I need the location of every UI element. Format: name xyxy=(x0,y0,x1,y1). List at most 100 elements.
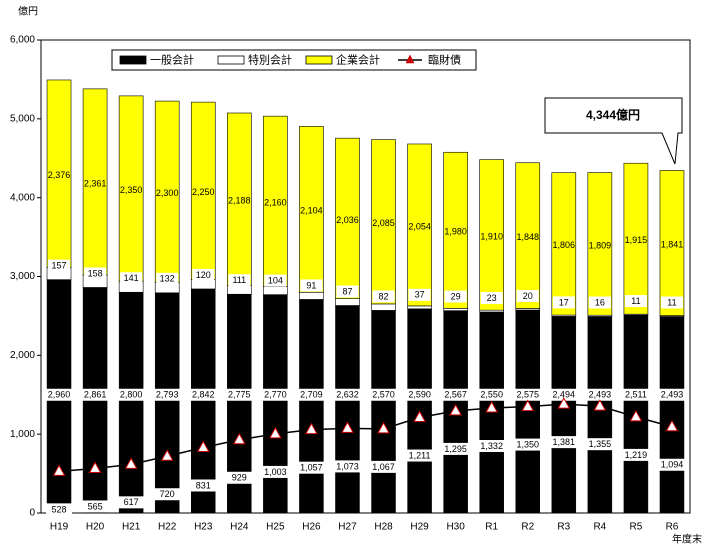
label-general-bg xyxy=(514,388,541,401)
label-general-bg xyxy=(550,388,577,401)
label-general-bg xyxy=(586,388,613,401)
label-general: 2,550 xyxy=(480,390,503,400)
marker-rinzai xyxy=(413,410,426,423)
label-special-bg xyxy=(300,279,323,292)
label-general: 2,800 xyxy=(120,390,143,400)
label-corporate: 1,809 xyxy=(589,240,612,250)
label-general-bg xyxy=(118,388,145,401)
label-rinzai: 528 xyxy=(52,504,67,514)
label-general: 2,493 xyxy=(661,390,684,400)
label-special: 111 xyxy=(232,275,246,285)
label-general: 2,575 xyxy=(516,390,539,400)
label-rinzai-bg xyxy=(82,500,109,513)
x-tick-label: H23 xyxy=(194,522,213,533)
label-special: 23 xyxy=(487,293,497,303)
x-tick-label: R2 xyxy=(521,522,534,533)
label-special-bg xyxy=(408,288,431,301)
label-rinzai: 1,067 xyxy=(372,462,395,472)
label-special: 91 xyxy=(306,280,316,290)
label-special: 11 xyxy=(631,296,640,306)
legend-swatch xyxy=(305,55,333,65)
label-corporate: 2,104 xyxy=(300,206,323,216)
label-general: 2,709 xyxy=(300,390,323,400)
label-special-bg xyxy=(120,272,143,285)
label-special: 132 xyxy=(160,274,175,284)
legend-marker-rinzai xyxy=(405,54,415,64)
label-special-bg xyxy=(228,274,251,287)
label-rinzai-bg xyxy=(478,439,505,452)
label-rinzai-bg xyxy=(298,461,325,474)
label-special-bg xyxy=(516,290,539,303)
bar-special xyxy=(407,305,432,310)
label-general-bg xyxy=(226,388,253,401)
label-general-bg xyxy=(442,388,469,401)
label-special: 20 xyxy=(523,291,533,301)
y-tick-label: 1,000 xyxy=(10,429,35,440)
legend-label: 特別会計 xyxy=(248,52,292,66)
label-special-bg xyxy=(156,272,179,285)
label-special: 157 xyxy=(52,261,67,271)
bar-corporate xyxy=(407,143,432,307)
label-special: 141 xyxy=(124,273,139,283)
bar-corporate xyxy=(263,115,288,287)
x-tick-label: H26 xyxy=(302,522,321,533)
bar-corporate xyxy=(479,159,504,311)
bar-general xyxy=(659,316,685,514)
label-special: 104 xyxy=(268,276,283,286)
y-tick-label: 6,000 xyxy=(10,35,35,46)
bar-general xyxy=(587,316,613,514)
bar-corporate xyxy=(623,162,649,315)
label-rinzai-bg xyxy=(370,460,397,473)
label-general: 2,567 xyxy=(444,390,467,400)
x-tick-label: R4 xyxy=(593,522,606,533)
bar-corporate xyxy=(46,79,72,268)
marker-rinzai xyxy=(269,426,282,439)
marker-rinzai xyxy=(593,399,607,411)
label-special: 82 xyxy=(379,291,389,301)
label-rinzai: 1,057 xyxy=(300,463,323,473)
x-tick-label: H20 xyxy=(86,522,105,533)
label-corporate: 1,841 xyxy=(661,239,684,249)
y-tick-label: 4,000 xyxy=(10,192,35,203)
legend-frame xyxy=(111,49,477,71)
bar-corporate xyxy=(227,112,252,286)
label-rinzai-bg xyxy=(154,488,181,501)
label-general-bg xyxy=(334,388,361,401)
x-tick-label: R1 xyxy=(485,522,498,533)
label-rinzai-bg xyxy=(550,436,577,449)
label-general: 2,770 xyxy=(264,390,287,400)
label-rinzai: 1,073 xyxy=(336,461,359,471)
bar-special xyxy=(443,308,468,311)
x-tick-label: H19 xyxy=(50,522,69,533)
label-general-bg xyxy=(622,388,649,401)
label-general: 2,570 xyxy=(372,390,395,400)
label-rinzai-bg xyxy=(514,438,541,451)
legend-label: 企業会計 xyxy=(336,52,380,66)
x-tick-label: H29 xyxy=(410,522,429,533)
marker-rinzai xyxy=(88,461,102,473)
marker-rinzai xyxy=(160,449,174,461)
label-corporate: 2,054 xyxy=(408,221,431,231)
bar-corporate xyxy=(299,126,324,293)
legend-swatch xyxy=(119,55,147,65)
label-general-bg xyxy=(478,388,505,401)
x-tick-label: R3 xyxy=(557,522,570,533)
marker-rinzai xyxy=(485,400,499,413)
label-rinzai: 565 xyxy=(88,501,103,511)
marker-rinzai xyxy=(305,422,318,435)
label-general-bg xyxy=(82,388,109,401)
bar-corporate xyxy=(335,137,360,299)
callout-box xyxy=(544,97,683,165)
label-corporate: 1,980 xyxy=(444,227,467,237)
label-special-bg xyxy=(264,274,287,287)
label-corporate: 2,188 xyxy=(228,196,251,206)
label-special: 16 xyxy=(595,297,605,307)
marker-rinzai xyxy=(521,399,535,412)
label-special-bg xyxy=(624,295,647,308)
x-tick-label: R5 xyxy=(630,522,643,533)
label-corporate: 2,300 xyxy=(156,188,179,198)
label-general: 2,793 xyxy=(156,390,179,400)
label-general-bg xyxy=(658,388,685,401)
